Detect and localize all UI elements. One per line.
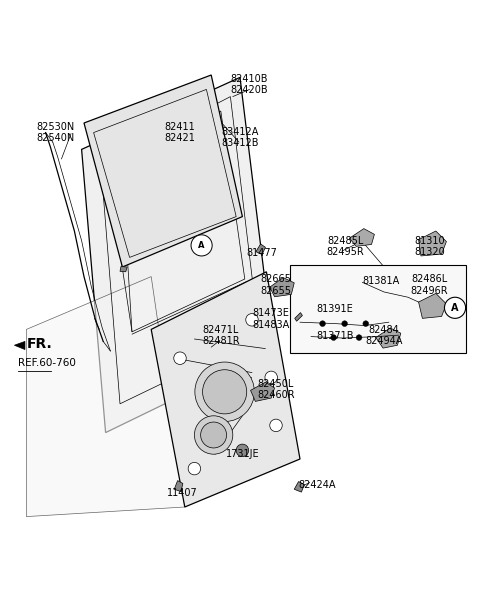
Polygon shape xyxy=(376,328,401,348)
Polygon shape xyxy=(295,313,302,321)
Text: A: A xyxy=(451,303,459,313)
Polygon shape xyxy=(256,244,265,255)
Circle shape xyxy=(331,335,336,341)
Text: 82411
82421: 82411 82421 xyxy=(165,122,195,144)
Text: 82486L
82496R: 82486L 82496R xyxy=(411,274,448,296)
Polygon shape xyxy=(419,231,446,256)
Text: 82450L
82460R: 82450L 82460R xyxy=(257,379,295,400)
Circle shape xyxy=(270,419,282,431)
Text: 82424A: 82424A xyxy=(298,481,336,490)
Circle shape xyxy=(203,370,247,414)
Text: 83412A
83412B: 83412A 83412B xyxy=(221,127,259,148)
Text: A: A xyxy=(198,241,205,250)
Polygon shape xyxy=(82,78,274,433)
Text: 1731JE: 1731JE xyxy=(226,449,259,459)
Polygon shape xyxy=(419,293,446,318)
Circle shape xyxy=(191,235,212,256)
Circle shape xyxy=(188,462,201,475)
Circle shape xyxy=(236,444,249,456)
Polygon shape xyxy=(251,382,275,401)
Text: 81473E
81483A: 81473E 81483A xyxy=(252,308,290,330)
Polygon shape xyxy=(14,341,25,350)
Text: 82471L
82481R: 82471L 82481R xyxy=(202,325,240,347)
Text: 82484
82494A: 82484 82494A xyxy=(365,325,403,347)
Text: 81477: 81477 xyxy=(246,248,277,258)
Polygon shape xyxy=(151,272,300,507)
Bar xyxy=(290,265,466,353)
Text: 11407: 11407 xyxy=(167,488,198,498)
Text: 82530N
82540N: 82530N 82540N xyxy=(36,122,74,144)
Circle shape xyxy=(194,416,233,454)
Text: 81391E: 81391E xyxy=(317,304,354,314)
Circle shape xyxy=(201,422,227,448)
Circle shape xyxy=(444,297,466,318)
Polygon shape xyxy=(294,482,304,492)
Polygon shape xyxy=(349,228,374,247)
Text: 81381A: 81381A xyxy=(362,276,400,287)
Circle shape xyxy=(320,321,325,327)
Text: 82410B
82420B: 82410B 82420B xyxy=(231,74,268,95)
Circle shape xyxy=(356,335,362,341)
Circle shape xyxy=(174,352,186,364)
Polygon shape xyxy=(270,278,294,297)
Polygon shape xyxy=(120,267,127,272)
Text: 82665
82655: 82665 82655 xyxy=(261,274,291,296)
Circle shape xyxy=(363,321,369,327)
Circle shape xyxy=(195,362,254,422)
Text: FR.: FR. xyxy=(26,337,52,351)
Polygon shape xyxy=(26,276,185,516)
Polygon shape xyxy=(84,75,242,267)
Circle shape xyxy=(342,321,348,327)
Text: 81310
81320: 81310 81320 xyxy=(414,236,445,257)
Circle shape xyxy=(265,371,277,384)
Polygon shape xyxy=(174,481,183,491)
Text: 82485L
82495R: 82485L 82495R xyxy=(327,236,364,257)
Circle shape xyxy=(246,313,258,326)
Text: 81371B: 81371B xyxy=(317,331,354,341)
Text: REF.60-760: REF.60-760 xyxy=(18,358,76,368)
